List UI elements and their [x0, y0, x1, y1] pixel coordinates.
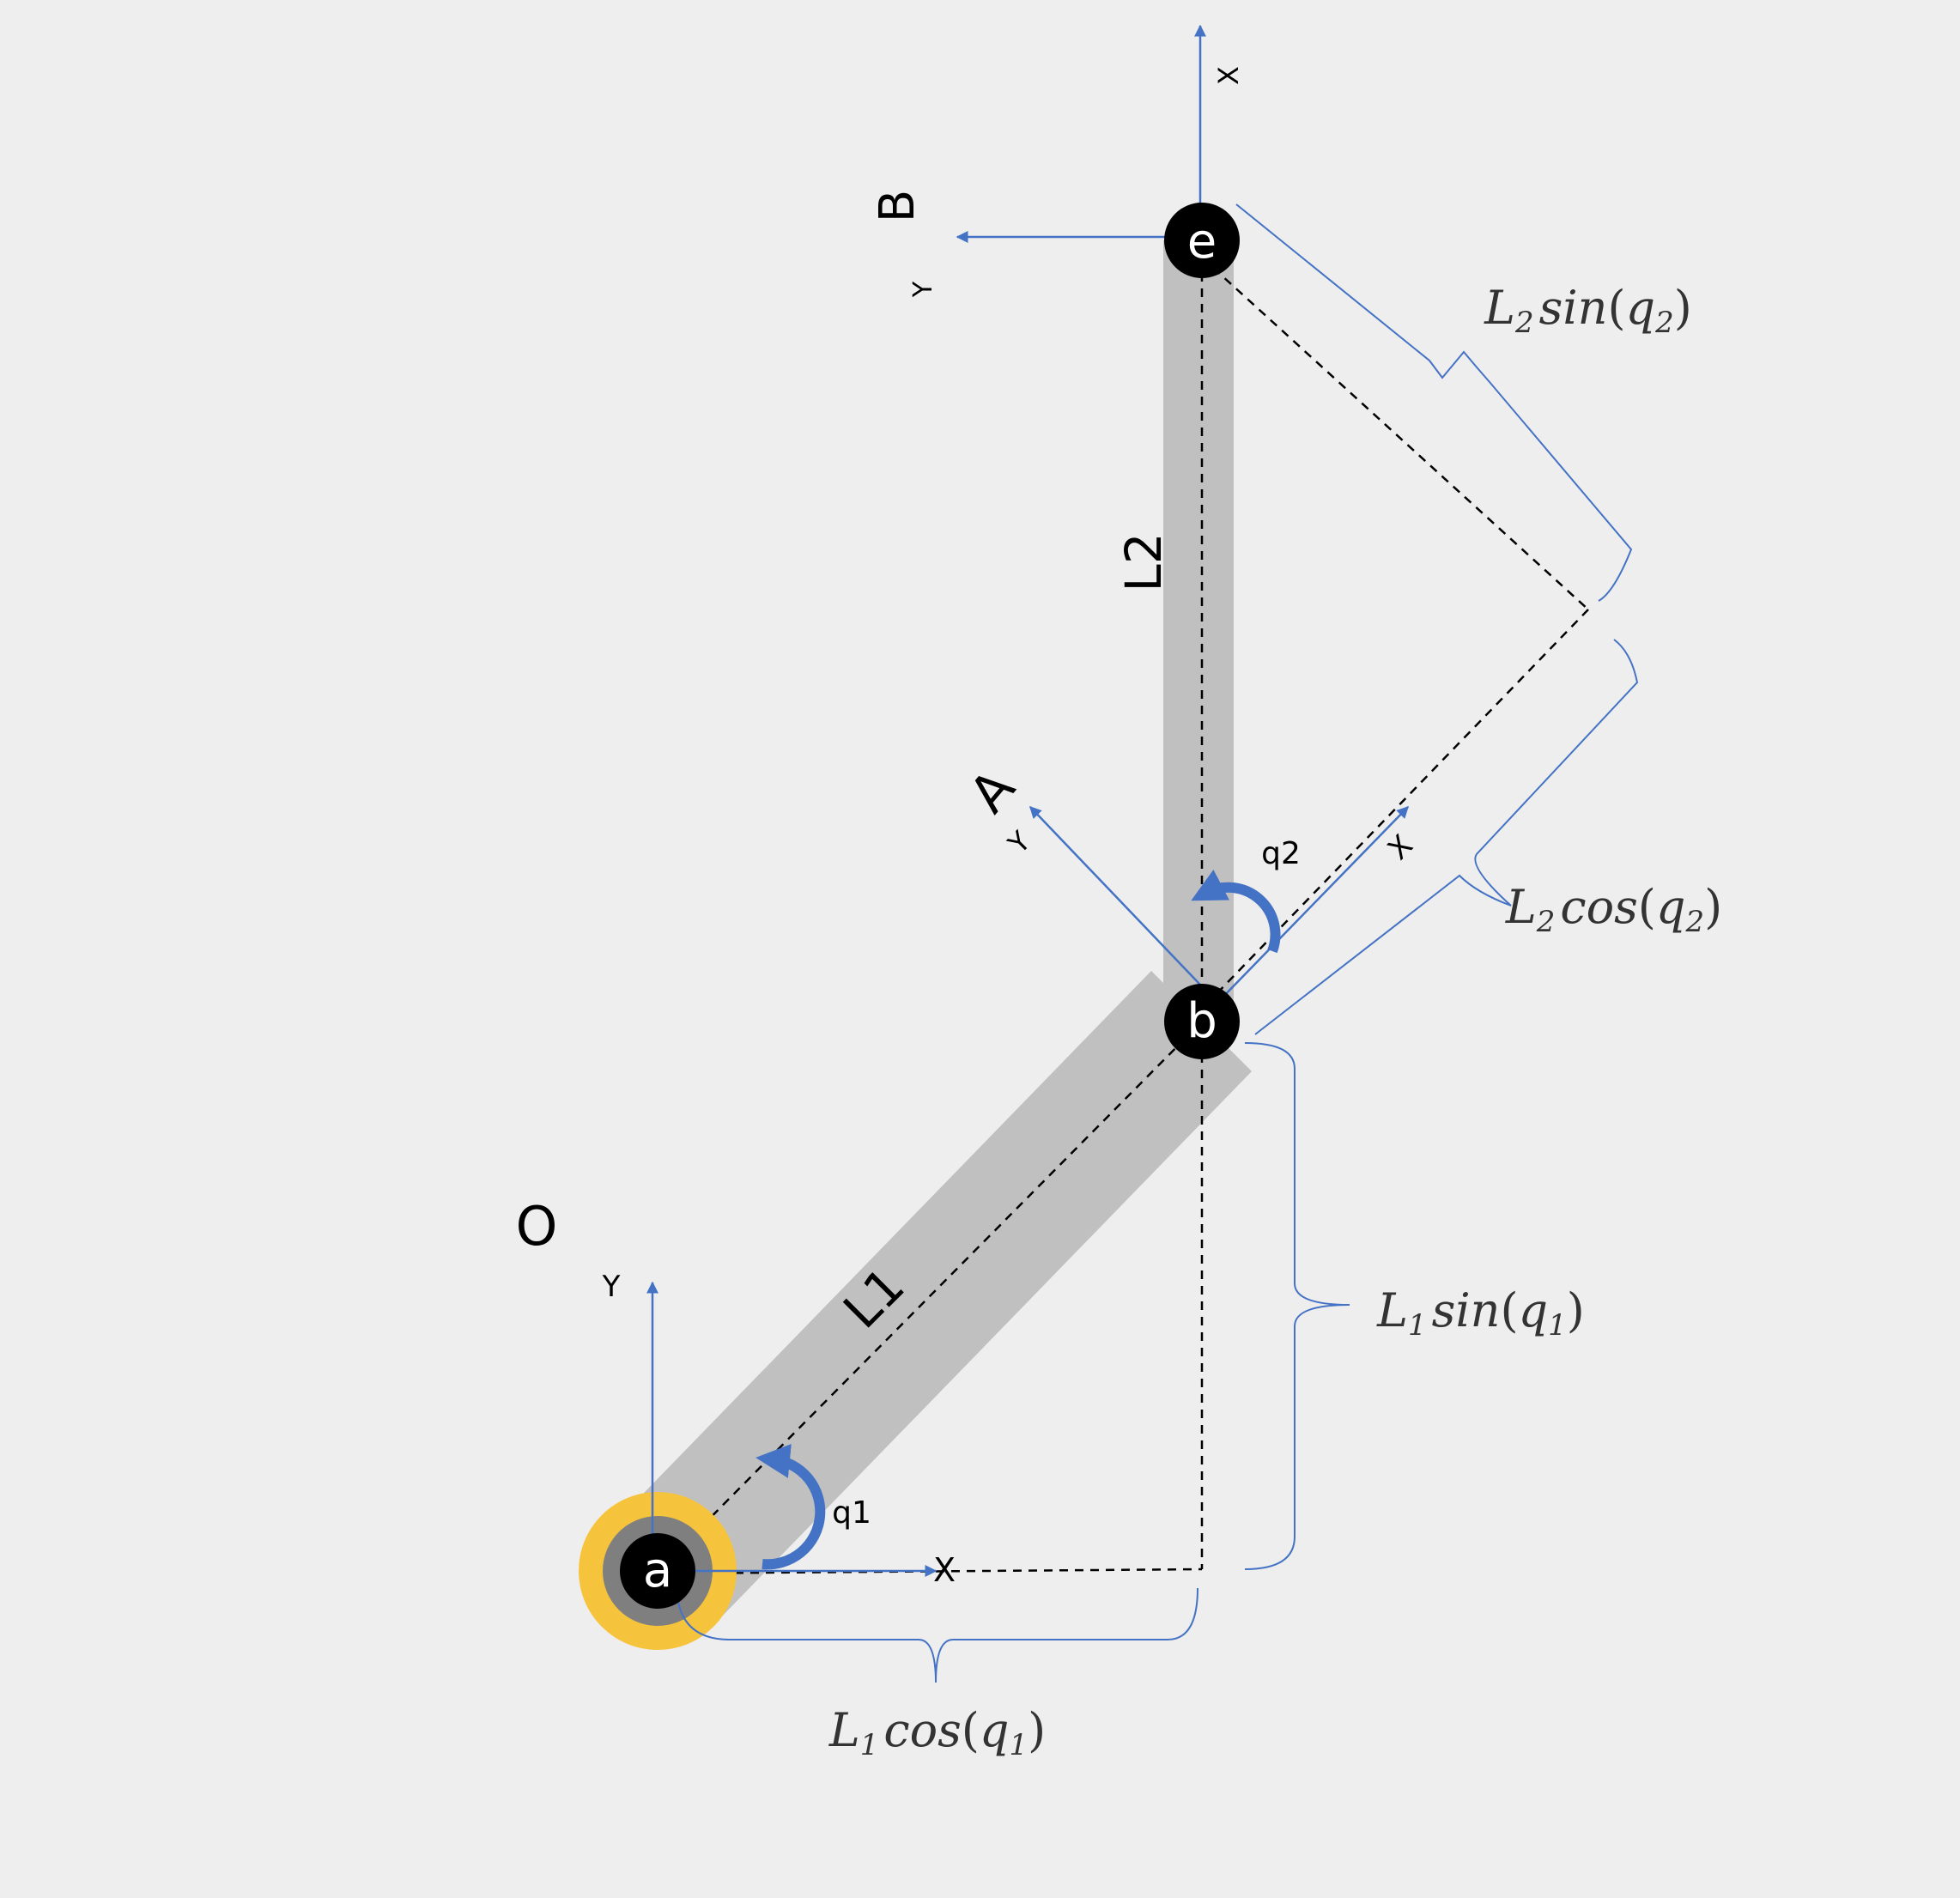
- frame-o-y-label: Y: [602, 1270, 621, 1304]
- l1-sin-formula: L1 sin(q1): [1376, 1283, 1585, 1343]
- brace-l1-cos: [676, 1583, 1198, 1683]
- q1-label: q1: [832, 1495, 871, 1531]
- joint-a: a: [620, 1533, 695, 1609]
- link-2: [1163, 240, 1234, 1013]
- joint-b: b: [1164, 984, 1240, 1059]
- frame-b-axes: [956, 24, 1206, 243]
- frame-a-y-axis: [1029, 805, 1218, 1004]
- horizontal-projection-line: [657, 1568, 1203, 1575]
- svg-text:e: e: [1187, 214, 1217, 270]
- joint-e: e: [1164, 203, 1240, 278]
- q2-label: q2: [1261, 836, 1301, 871]
- l2-cos-line: [1208, 609, 1589, 1003]
- frame-o-x-label: X: [933, 1551, 956, 1589]
- svg-text:b: b: [1186, 993, 1217, 1049]
- frame-b-label: B: [870, 190, 925, 222]
- frame-b-y-label: Y: [908, 281, 938, 298]
- svg-text:a: a: [643, 1543, 672, 1598]
- l2-sin-line: [1201, 257, 1589, 610]
- q1-arc-icon: [755, 1444, 826, 1570]
- l1-cos-formula: L1 cos(q1): [828, 1703, 1046, 1762]
- l2-sin-formula: L2 sin(q2): [1484, 281, 1692, 340]
- brace-l2-sin: [1235, 203, 1633, 602]
- frame-b-x-label: X: [1212, 66, 1245, 85]
- frame-a-x-label: X: [1381, 828, 1420, 867]
- frame-a-label: A: [958, 759, 1027, 824]
- brace-l2-cos: [1254, 639, 1639, 1035]
- link-2-label: L2: [1114, 532, 1173, 591]
- l2-cos-formula: L2 cos(q2): [1505, 880, 1722, 939]
- frame-o-label: O: [516, 1195, 558, 1258]
- frame-a-axes: [1029, 805, 1409, 1004]
- link-1-centerline: [657, 1022, 1201, 1572]
- frame-a-x-axis: [1217, 805, 1409, 1004]
- frame-a-y-label: Y: [1001, 825, 1037, 861]
- q2-arc-icon: [1191, 870, 1281, 954]
- brace-l1-sin: [1244, 1042, 1350, 1570]
- frame-o-axes: [646, 1281, 938, 1577]
- projection-braces: [676, 203, 1639, 1683]
